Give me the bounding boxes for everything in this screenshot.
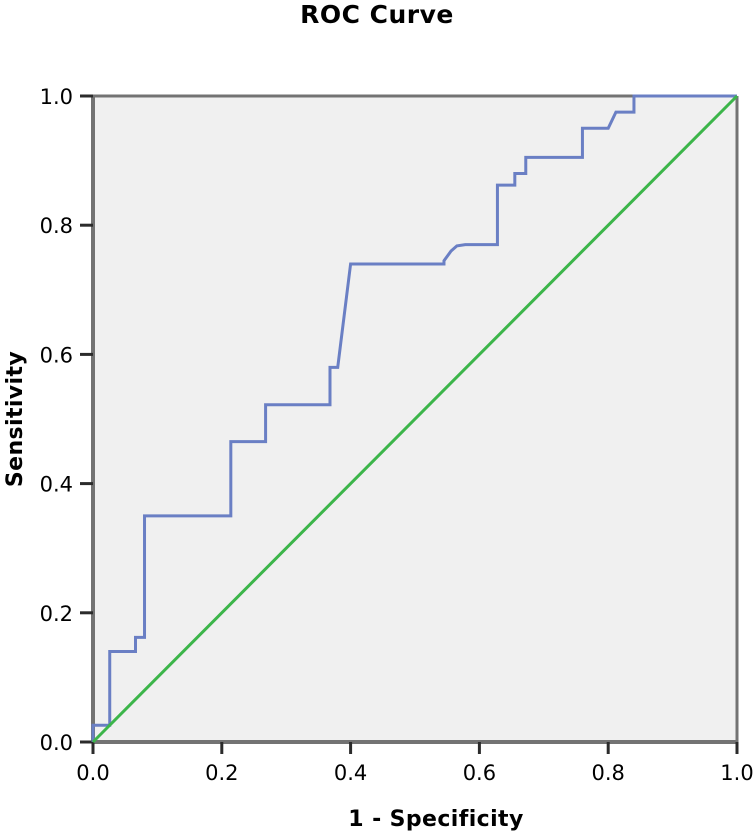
- x-axis-ticks: [91, 742, 739, 754]
- plot-frame: [91, 94, 739, 744]
- y-axis-ticks: [80, 94, 93, 744]
- series-diagonal: [91, 94, 739, 744]
- x-axis-tick-labels: 0.0 0.2 0.4 0.6 0.8 1.0: [76, 761, 753, 785]
- svg-text:0.2: 0.2: [205, 761, 238, 785]
- svg-text:1.0: 1.0: [720, 761, 753, 785]
- svg-text:0.6: 0.6: [40, 343, 73, 367]
- y-axis-tick-labels: 0.0 0.2 0.4 0.6 0.8 1.0: [40, 85, 73, 755]
- roc-series-group: [91, 94, 739, 744]
- x-axis-title: 1 - Specificity: [348, 807, 523, 832]
- y-axis-title: Sensitivity: [3, 351, 28, 487]
- svg-text:0.8: 0.8: [591, 761, 624, 785]
- svg-text:0.2: 0.2: [40, 602, 73, 626]
- svg-text:0.4: 0.4: [40, 473, 73, 497]
- svg-text:0.4: 0.4: [334, 761, 367, 785]
- svg-text:1.0: 1.0: [40, 85, 73, 109]
- svg-text:0.0: 0.0: [76, 761, 109, 785]
- svg-text:0.8: 0.8: [40, 214, 73, 238]
- svg-text:0.0: 0.0: [40, 731, 73, 755]
- series-step: [91, 94, 737, 742]
- page-title: ROC Curve: [300, 0, 454, 29]
- svg-text:0.6: 0.6: [463, 761, 496, 785]
